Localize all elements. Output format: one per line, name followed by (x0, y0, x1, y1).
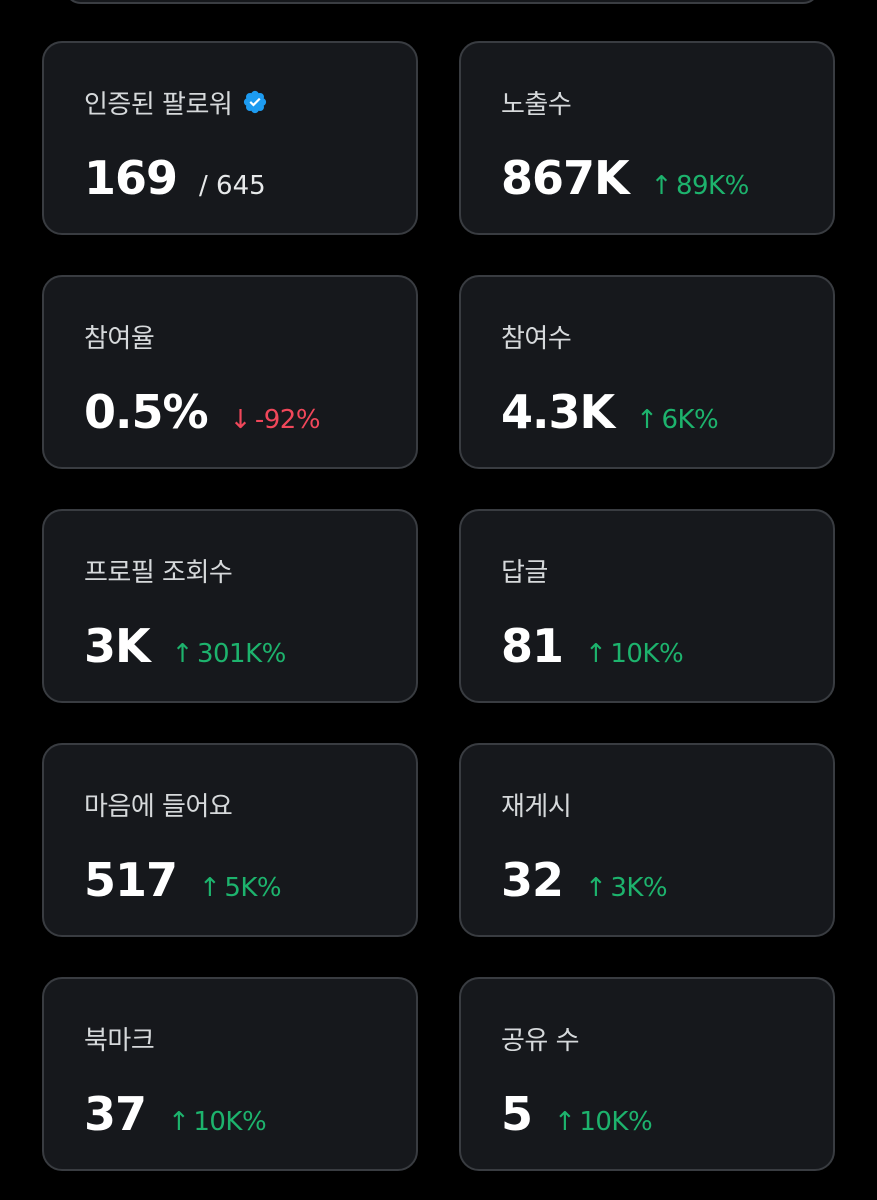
label-row: 답글 (501, 552, 548, 588)
value-row: 169 / 645 (84, 151, 266, 205)
value-row: 5 ↑ 10K% (501, 1087, 653, 1141)
label-row: 참여수 (501, 318, 572, 354)
card-replies[interactable]: 답글 81 ↑ 10K% (459, 509, 835, 703)
metric-delta: ↑ 5K% (199, 873, 282, 903)
metric-label: 북마크 (84, 1025, 155, 1056)
delta-value: -92% (254, 405, 321, 435)
label-row: 재게시 (501, 786, 572, 822)
metric-label: 인증된 팔로워 (84, 89, 233, 120)
metric-value: 81 (501, 619, 564, 673)
metric-label: 재게시 (501, 791, 572, 822)
delta-value: 89K% (675, 171, 749, 201)
metric-label: 프로필 조회수 (84, 557, 233, 588)
card-verified-followers[interactable]: 인증된 팔로워 169 / 645 (42, 41, 418, 235)
arrow-up-icon: ↑ (554, 1107, 576, 1137)
value-row: 517 ↑ 5K% (84, 853, 282, 907)
label-row: 공유 수 (501, 1020, 580, 1056)
label-row: 마음에 들어요 (84, 786, 233, 822)
metric-delta: ↑ 89K% (650, 171, 750, 201)
value-row: 0.5% ↓ -92% (84, 385, 321, 439)
value-row: 81 ↑ 10K% (501, 619, 684, 673)
value-row: 3K ↑ 301K% (84, 619, 286, 673)
delta-value: 10K% (610, 639, 684, 669)
metrics-grid: 인증된 팔로워 169 / 645 노출수 867K ↑ 89K% 참여율 0.5… (42, 41, 835, 1171)
value-row: 867K ↑ 89K% (501, 151, 749, 205)
label-row: 프로필 조회수 (84, 552, 233, 588)
arrow-up-icon: ↑ (168, 1107, 190, 1137)
metric-value: 4.3K (501, 385, 615, 439)
label-row: 인증된 팔로워 (84, 84, 268, 120)
metric-label: 참여수 (501, 323, 572, 354)
value-row: 4.3K ↑ 6K% (501, 385, 719, 439)
delta-value: 301K% (196, 639, 286, 669)
arrow-up-icon: ↑ (636, 405, 658, 435)
card-reposts[interactable]: 재게시 32 ↑ 3K% (459, 743, 835, 937)
card-impressions[interactable]: 노출수 867K ↑ 89K% (459, 41, 835, 235)
label-row: 참여율 (84, 318, 155, 354)
metric-delta: ↑ 10K% (554, 1107, 653, 1137)
delta-value: 5K% (224, 873, 282, 903)
metric-value: 32 (501, 853, 564, 907)
arrow-up-icon: ↑ (171, 639, 194, 669)
value-row: 37 ↑ 10K% (84, 1087, 267, 1141)
delta-value: 10K% (579, 1107, 653, 1137)
delta-value: 6K% (661, 405, 719, 435)
metric-delta: ↓ -92% (229, 405, 321, 435)
metric-label: 참여율 (84, 323, 155, 354)
metric-value: 3K (84, 619, 151, 673)
arrow-up-icon: ↑ (585, 639, 607, 669)
delta-value: 3K% (610, 873, 668, 903)
metric-delta: ↑ 6K% (636, 405, 719, 435)
label-row: 북마크 (84, 1020, 155, 1056)
metric-label: 마음에 들어요 (84, 791, 233, 822)
metric-total: / 645 (199, 171, 266, 201)
verified-badge-icon (244, 90, 267, 114)
metric-value: 169 (84, 151, 178, 205)
delta-value: 10K% (193, 1107, 267, 1137)
metric-label: 공유 수 (501, 1025, 580, 1056)
metric-label: 노출수 (501, 89, 572, 120)
label-row: 노출수 (501, 84, 572, 120)
top-control-bar[interactable] (64, 0, 820, 4)
metric-value: 517 (84, 853, 178, 907)
card-profile-visits[interactable]: 프로필 조회수 3K ↑ 301K% (42, 509, 418, 703)
card-engagements[interactable]: 참여수 4.3K ↑ 6K% (459, 275, 835, 469)
card-engagement-rate[interactable]: 참여율 0.5% ↓ -92% (42, 275, 418, 469)
metric-delta: ↑ 10K% (168, 1107, 267, 1137)
card-likes[interactable]: 마음에 들어요 517 ↑ 5K% (42, 743, 418, 937)
metric-delta: ↑ 10K% (585, 639, 684, 669)
metric-value: 867K (501, 151, 630, 205)
metric-delta: ↑ 301K% (171, 639, 287, 669)
metric-value: 37 (84, 1087, 147, 1141)
metric-label: 답글 (501, 557, 548, 588)
metric-delta: ↑ 3K% (585, 873, 668, 903)
metric-value: 0.5% (84, 385, 209, 439)
arrow-up-icon: ↑ (199, 873, 221, 903)
arrow-up-icon: ↑ (650, 171, 673, 201)
card-shares[interactable]: 공유 수 5 ↑ 10K% (459, 977, 835, 1171)
card-bookmarks[interactable]: 북마크 37 ↑ 10K% (42, 977, 418, 1171)
value-row: 32 ↑ 3K% (501, 853, 668, 907)
arrow-down-icon: ↓ (229, 405, 252, 435)
metric-value: 5 (501, 1087, 533, 1141)
arrow-up-icon: ↑ (585, 873, 607, 903)
